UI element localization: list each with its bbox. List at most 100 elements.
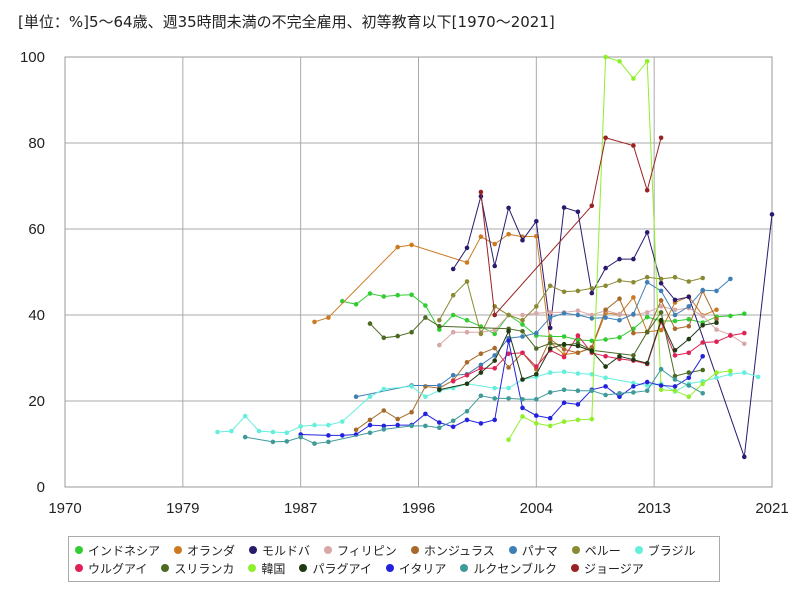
series-line	[356, 278, 731, 398]
data-point	[603, 364, 608, 369]
data-point	[561, 354, 567, 360]
data-point	[714, 307, 719, 313]
data-point	[506, 205, 511, 211]
data-point	[589, 338, 595, 344]
series-14	[242, 366, 705, 446]
data-point	[589, 312, 595, 318]
data-point	[492, 331, 498, 337]
data-point	[506, 329, 511, 334]
series-3	[450, 194, 775, 460]
legend-label: スリランカ	[174, 561, 235, 576]
data-point	[603, 307, 608, 313]
data-point	[520, 377, 525, 382]
data-point	[686, 323, 692, 329]
data-point	[603, 384, 608, 389]
data-point	[575, 209, 581, 215]
data-point	[617, 59, 622, 64]
data-point	[742, 311, 747, 317]
data-point	[506, 351, 511, 357]
legend-marker	[75, 564, 83, 572]
legend-label: ブラジル	[647, 543, 696, 558]
data-point	[492, 327, 498, 333]
legend-item: インドネシア	[75, 542, 160, 559]
data-point	[520, 322, 525, 327]
data-point	[492, 353, 498, 358]
data-point	[437, 342, 442, 348]
data-point	[575, 312, 581, 318]
data-point	[714, 317, 719, 322]
data-point	[617, 335, 622, 340]
data-point	[589, 388, 595, 394]
x-tick-label: 1987	[284, 500, 317, 517]
data-point	[658, 135, 664, 141]
legend-label: パラグアイ	[312, 561, 372, 576]
data-point	[575, 308, 581, 314]
data-point	[534, 311, 539, 316]
legend-item: スリランカ	[161, 560, 234, 577]
data-point	[603, 354, 608, 359]
data-point	[547, 341, 553, 346]
data-point	[603, 54, 608, 60]
legend-item: パラグアイ	[299, 560, 372, 577]
data-point	[589, 372, 595, 377]
data-point	[631, 280, 636, 285]
legend-marker	[571, 564, 580, 572]
data-point	[575, 350, 581, 356]
data-point	[686, 304, 692, 309]
data-point	[367, 430, 373, 436]
legend-marker	[324, 546, 333, 554]
data-point	[686, 336, 692, 342]
x-tick-label: 1979	[166, 500, 199, 517]
data-point	[644, 329, 650, 335]
x-tick-label: 2004	[520, 500, 553, 517]
data-point	[631, 295, 636, 300]
data-point	[644, 59, 650, 64]
data-point	[686, 317, 692, 322]
data-point	[658, 327, 664, 333]
data-point	[714, 370, 719, 375]
data-point	[506, 396, 511, 401]
data-point	[631, 256, 636, 262]
data-point	[506, 365, 511, 370]
legend-item: ウルグアイ	[75, 560, 147, 577]
data-point	[492, 396, 498, 401]
data-point	[672, 318, 678, 324]
data-point	[464, 417, 470, 423]
data-point	[714, 288, 719, 294]
data-point	[534, 421, 539, 426]
data-point	[464, 260, 470, 265]
legend-marker	[249, 546, 258, 554]
x-tick-label: 2021	[755, 500, 788, 517]
data-point	[450, 312, 456, 318]
data-point	[728, 313, 733, 319]
data-point	[326, 315, 331, 320]
data-point	[658, 304, 664, 309]
data-point	[450, 266, 456, 272]
legend-label: ジョージア	[584, 561, 644, 576]
x-tick-label: 2013	[637, 500, 670, 517]
legend-label: 韓国	[261, 561, 286, 576]
data-point	[395, 292, 401, 298]
data-point	[367, 321, 373, 326]
series-15	[478, 135, 664, 318]
data-point	[728, 372, 733, 377]
legend-row: ウルグアイ スリランカ 韓国 パラグアイ イタリア ルクセンブルク ジョージア	[75, 559, 713, 577]
legend-marker	[299, 564, 308, 572]
data-point	[298, 424, 304, 429]
legend-label: パナマ	[521, 543, 558, 558]
legend-marker	[174, 546, 183, 554]
data-point	[672, 307, 678, 313]
series-line	[217, 371, 759, 434]
data-point	[658, 310, 664, 315]
data-point	[367, 394, 373, 400]
data-point	[520, 334, 525, 339]
data-point	[534, 330, 539, 336]
data-point	[686, 350, 692, 356]
data-point	[561, 341, 567, 347]
data-point	[270, 429, 276, 435]
data-point	[492, 241, 498, 247]
legend-label: イタリア	[398, 561, 447, 576]
data-point	[700, 354, 705, 359]
